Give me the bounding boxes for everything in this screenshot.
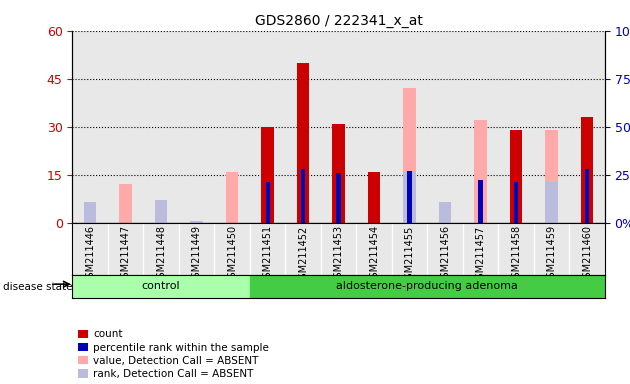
Bar — [336, 173, 341, 223]
Text: GSM211450: GSM211450 — [227, 225, 237, 285]
Bar — [301, 169, 306, 223]
Text: GSM211459: GSM211459 — [547, 225, 556, 285]
Bar — [250, 275, 605, 298]
Text: GSM211456: GSM211456 — [440, 225, 450, 285]
Bar — [403, 88, 416, 223]
Bar — [72, 275, 250, 298]
Bar — [403, 171, 416, 223]
Text: disease state: disease state — [3, 282, 72, 292]
Text: GSM211458: GSM211458 — [511, 225, 521, 285]
Bar — [190, 221, 203, 223]
Text: GSM211446: GSM211446 — [85, 225, 95, 284]
Text: GSM211451: GSM211451 — [263, 225, 273, 285]
Text: GSM211448: GSM211448 — [156, 225, 166, 284]
Text: GSM211457: GSM211457 — [476, 225, 486, 285]
Bar — [546, 130, 558, 223]
Bar — [581, 117, 593, 223]
Legend: count, percentile rank within the sample, value, Detection Call = ABSENT, rank, : count, percentile rank within the sample… — [77, 329, 269, 379]
Bar — [155, 207, 168, 223]
Bar — [84, 202, 96, 223]
Bar — [226, 172, 238, 223]
Text: aldosterone-producing adenoma: aldosterone-producing adenoma — [336, 281, 518, 291]
Text: GSM211452: GSM211452 — [298, 225, 308, 285]
Text: GSM211454: GSM211454 — [369, 225, 379, 285]
Text: control: control — [142, 281, 180, 291]
Title: GDS2860 / 222341_x_at: GDS2860 / 222341_x_at — [255, 14, 423, 28]
Bar — [546, 182, 558, 223]
Bar — [439, 202, 451, 223]
Bar — [478, 180, 483, 223]
Bar — [261, 127, 274, 223]
Bar — [408, 171, 412, 223]
Text: GSM211449: GSM211449 — [192, 225, 202, 284]
Text: GSM211460: GSM211460 — [582, 225, 592, 284]
Text: GSM211453: GSM211453 — [334, 225, 343, 285]
Text: GSM211447: GSM211447 — [121, 225, 130, 285]
Bar — [84, 210, 96, 223]
Bar — [514, 182, 518, 223]
Bar — [297, 63, 309, 223]
Text: GSM211455: GSM211455 — [404, 225, 415, 285]
Bar — [368, 172, 381, 223]
Bar — [120, 184, 132, 223]
Bar — [265, 182, 270, 223]
Bar — [585, 169, 589, 223]
Bar — [155, 200, 168, 223]
Bar — [333, 124, 345, 223]
Bar — [474, 120, 487, 223]
Bar — [510, 130, 522, 223]
